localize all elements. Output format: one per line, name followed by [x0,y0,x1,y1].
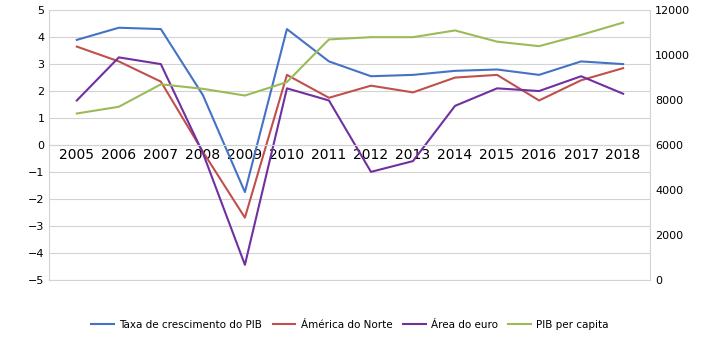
Legend: Taxa de crescimento do PIB, Ámérica do Norte, Área do euro, PIB per capita: Taxa de crescimento do PIB, Ámérica do N… [87,315,613,334]
